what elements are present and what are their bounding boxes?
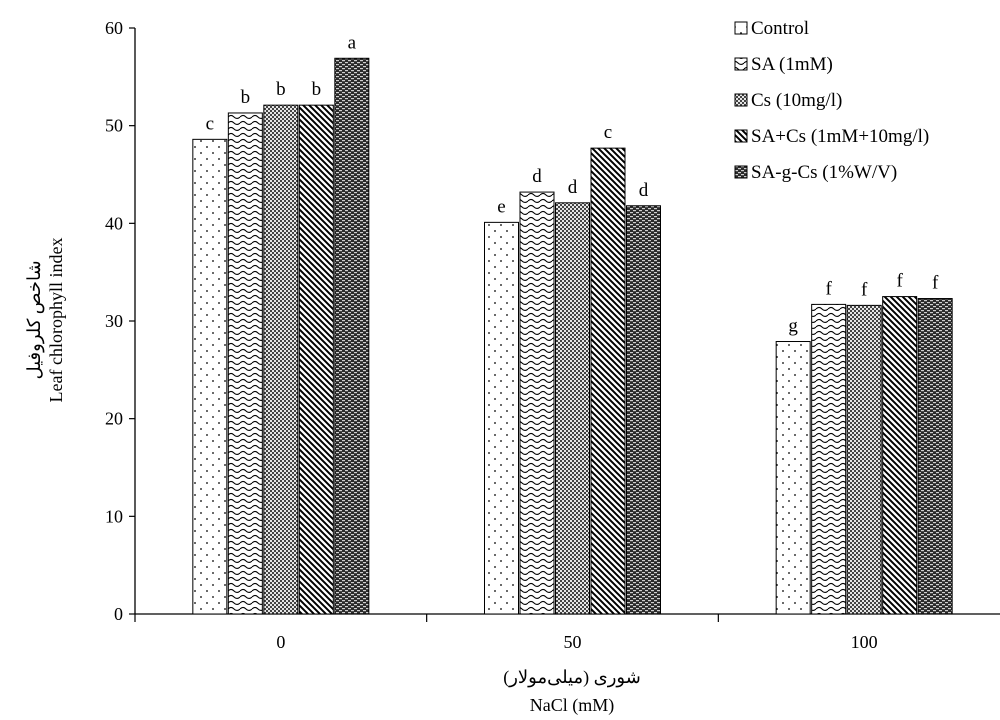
y-tick-label: 30 bbox=[105, 311, 123, 331]
significance-letter: a bbox=[348, 32, 357, 53]
bar bbox=[227, 112, 263, 615]
legend: Control SA (1mM) Cs (10mg/l) SA+Cs (1mM+10m… bbox=[734, 18, 929, 183]
significance-letter: f bbox=[932, 273, 939, 294]
significance-letter: d bbox=[532, 166, 542, 187]
bar bbox=[555, 202, 590, 615]
bar bbox=[519, 191, 555, 615]
legend-label: Control bbox=[751, 18, 809, 39]
legend-label: Cs (10mg/l) bbox=[751, 90, 842, 111]
x-axis-title: NaCl (mM) bbox=[530, 695, 615, 716]
bar bbox=[263, 104, 299, 615]
significance-letters: c e g b d f b d f b c f a d f bbox=[206, 32, 939, 336]
bar bbox=[590, 147, 626, 615]
bar bbox=[192, 138, 228, 615]
x-tick-label: 100 bbox=[851, 632, 878, 652]
x-tick-label: 50 bbox=[564, 632, 582, 652]
bar bbox=[484, 221, 519, 615]
significance-letter: c bbox=[604, 122, 612, 143]
legend-swatch bbox=[734, 165, 748, 179]
legend-label: SA+Cs (1mM+10mg/l) bbox=[751, 126, 929, 147]
legend-swatch bbox=[734, 21, 748, 35]
x-axis-title-fa: شوری (میلی‌مولار) bbox=[503, 667, 641, 688]
x-tick-label: 0 bbox=[276, 632, 285, 652]
significance-letter: c bbox=[206, 113, 214, 134]
y-tick-label: 40 bbox=[105, 213, 123, 233]
bar bbox=[811, 303, 847, 615]
bar bbox=[775, 341, 811, 615]
significance-letter: e bbox=[497, 196, 505, 217]
significance-letter: f bbox=[861, 279, 868, 300]
legend-swatch bbox=[734, 93, 748, 107]
significance-letter: f bbox=[897, 271, 904, 292]
legend-swatch bbox=[734, 129, 748, 143]
significance-letter: d bbox=[568, 177, 578, 198]
y-tick-label: 50 bbox=[105, 116, 123, 136]
y-tick-label: 10 bbox=[105, 506, 123, 526]
y-tick-label: 0 bbox=[114, 604, 123, 624]
bar bbox=[846, 304, 882, 615]
significance-letter: f bbox=[826, 278, 833, 299]
bars bbox=[192, 57, 953, 615]
significance-letter: d bbox=[639, 180, 649, 201]
bar bbox=[917, 298, 953, 615]
y-axis-title-fa: شاخص کلروفیل bbox=[24, 260, 45, 379]
y-tick-label: 20 bbox=[105, 409, 123, 429]
significance-letter: b bbox=[241, 87, 251, 108]
y-tick-label: 60 bbox=[105, 18, 123, 38]
bar bbox=[626, 205, 661, 615]
legend-label: SA (1mM) bbox=[751, 54, 833, 75]
bar bbox=[298, 104, 334, 615]
significance-letter: b bbox=[276, 79, 286, 100]
y-axis-title: Leaf chlorophyll index bbox=[46, 238, 66, 403]
bar bbox=[882, 296, 918, 615]
legend-swatch bbox=[734, 57, 748, 71]
significance-letter: b bbox=[312, 79, 322, 100]
significance-letter: g bbox=[788, 316, 798, 337]
legend-label: SA-g-Cs (1%W/V) bbox=[751, 162, 897, 183]
bar bbox=[334, 57, 370, 615]
